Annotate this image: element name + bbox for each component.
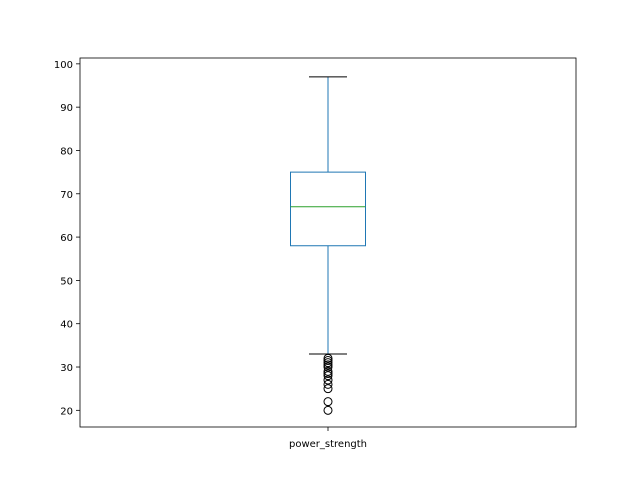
outlier-point: [323, 375, 333, 385]
outlier-point: [323, 371, 333, 381]
y-tick-label: 90: [60, 103, 73, 114]
outlier-point: [323, 366, 333, 376]
y-tick-label: 20: [60, 406, 73, 417]
y-tick-label: 40: [60, 320, 73, 331]
y-tick-label: 70: [60, 190, 73, 201]
outlier-point: [323, 356, 333, 366]
outlier-point: [323, 358, 333, 368]
y-tick-label: 80: [60, 146, 73, 157]
plot-area: 20 30 40 50 60 70 80 90 100 power_strength: [54, 57, 577, 450]
outlier-point: [323, 369, 333, 379]
x-tick-label: power_strength: [289, 439, 367, 450]
y-tick-label: 100: [54, 60, 73, 71]
outlier-point: [323, 360, 333, 370]
outlier-point: [323, 397, 333, 407]
axes-frame: [79, 57, 577, 428]
y-tick-label: 60: [60, 233, 73, 244]
iqr-box: [290, 171, 366, 247]
y-tick-label: 30: [60, 363, 73, 374]
outlier-point: [323, 362, 333, 372]
outlier-point: [323, 384, 333, 394]
y-tick-label: 50: [60, 276, 73, 287]
outlier-point: [323, 405, 333, 415]
outlier-point: [323, 379, 333, 389]
outlier-point: [323, 353, 333, 363]
